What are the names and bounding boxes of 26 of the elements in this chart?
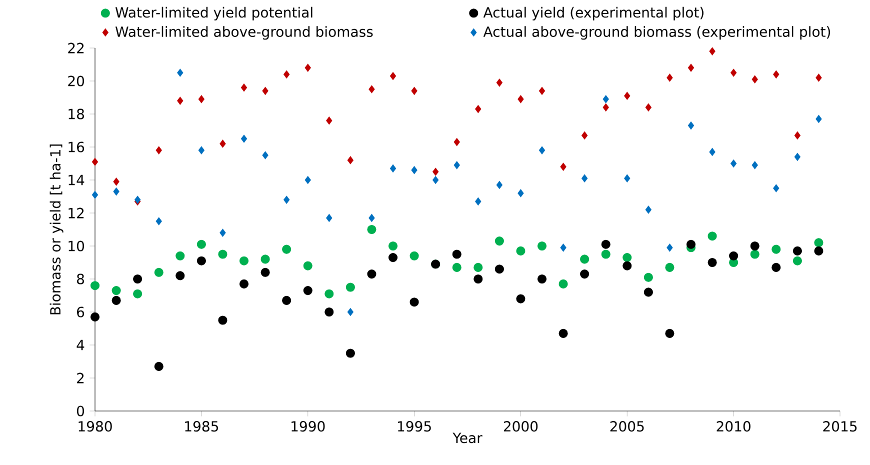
x-axis-title: Year: [452, 432, 482, 444]
y-tick-label: 2: [77, 372, 84, 384]
legend-label: Actual above-ground biomass (experimental plot): [483, 26, 830, 40]
y-tick-label: 12: [68, 208, 84, 218]
legend-label: Water-limited yield potential: [115, 6, 312, 20]
y-tick-label: 8: [77, 274, 84, 284]
legend-label: Water-limited above-ground biomass: [115, 26, 373, 40]
y-tick-label: 10: [68, 240, 84, 252]
y-tick-label: 22: [68, 42, 84, 54]
x-tick-label: 1985: [185, 421, 218, 432]
y-tick-label: 4: [76, 340, 84, 350]
y-tick-label: 16: [68, 142, 84, 152]
y-axis-title: Biomass or yield [t ha-1]: [50, 144, 64, 314]
y-tick-label: 20: [68, 76, 84, 86]
y-tick-label: 6: [77, 306, 84, 318]
x-tick-label: 1995: [398, 421, 431, 432]
x-tick-label: 1980: [78, 421, 112, 432]
y-tick-label: 0: [76, 406, 84, 416]
x-tick-label: 2000: [504, 421, 538, 432]
x-tick-label: 1990: [292, 421, 325, 432]
x-tick-label: 2010: [716, 421, 750, 432]
y-tick-label: 18: [68, 108, 84, 120]
y-tick-label: 14: [68, 174, 84, 186]
x-tick-label: 2005: [610, 421, 644, 432]
x-tick-label: 2015: [823, 421, 857, 432]
legend-label: Actual yield (experimental plot): [483, 6, 704, 20]
